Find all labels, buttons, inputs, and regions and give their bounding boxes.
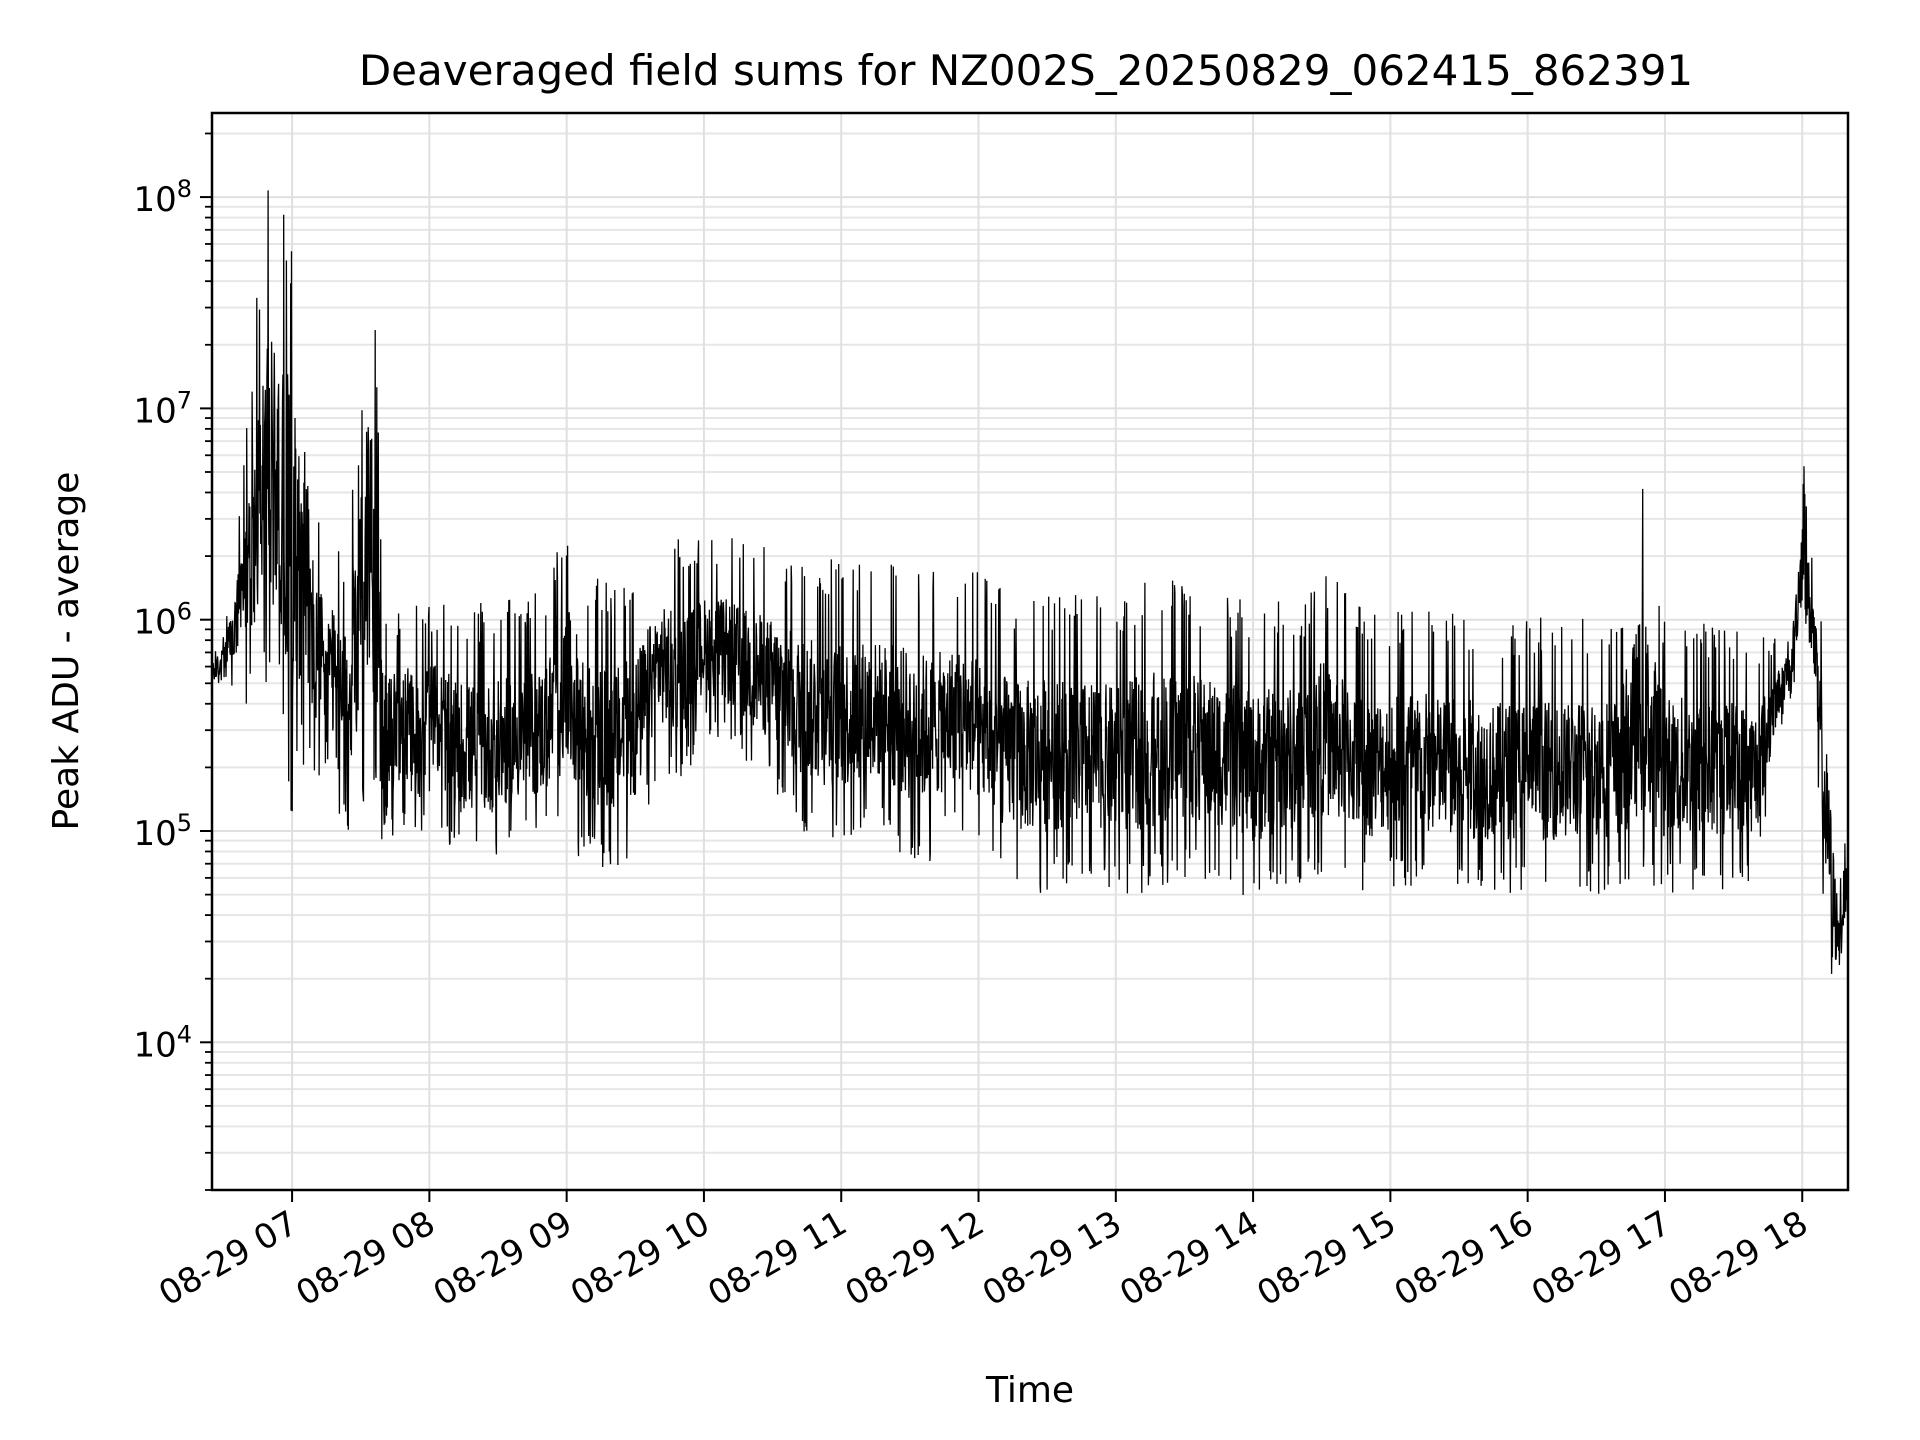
plot-frame [210,111,1850,1192]
y-tick-label-base: 10 [133,180,176,220]
chart-title: Deaveraged field sums for NZ002S_2025082… [359,46,1693,95]
data-series [211,190,1849,974]
y-tick-label-exponent: 5 [177,809,192,837]
y-tick-label: 108 [133,175,192,220]
series-line [211,190,1849,974]
y-axis-label: Peak ADU - average [46,472,87,831]
y-tick-label-base: 10 [133,1025,176,1065]
y-tick-label-exponent: 8 [177,175,192,203]
y-tick-label: 106 [133,598,192,643]
y-tick-label: 105 [133,809,192,854]
y-tick-label-base: 10 [133,814,176,854]
y-tick-label: 107 [133,386,192,431]
y-tick-label-exponent: 6 [177,598,192,626]
x-axis-label: Time [985,1370,1074,1411]
y-tick-label-exponent: 4 [177,1020,192,1048]
y-tick-label-base: 10 [133,391,176,431]
y-tick-label-exponent: 7 [177,386,192,414]
y-tick-label: 104 [133,1020,192,1065]
y-tick-label-base: 10 [133,603,176,643]
grid [212,113,1848,1191]
